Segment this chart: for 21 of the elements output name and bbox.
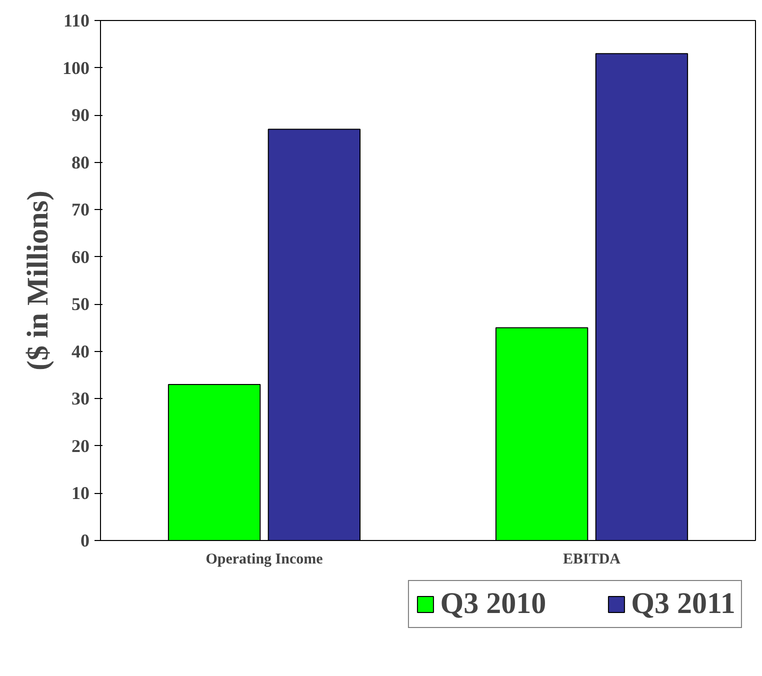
y-tick-label: 40 [72, 341, 90, 362]
y-tick-label: 20 [72, 436, 90, 456]
y-tick-label: 0 [80, 530, 90, 550]
x-tick-label: EBITDA [562, 552, 621, 568]
y-tick-label: 90 [72, 105, 90, 126]
y-axis-title: ($ in Millions) [22, 190, 54, 371]
legend-label: Q3 2010 [440, 587, 546, 621]
bar [495, 327, 588, 540]
bar [595, 53, 688, 540]
y-tick-label: 80 [72, 152, 90, 172]
y-tick-label: 110 [63, 10, 90, 30]
legend-label: Q3 2011 [631, 587, 736, 621]
bar [268, 128, 361, 540]
y-tick-label: 100 [62, 58, 90, 78]
y-tick-label: 70 [72, 200, 90, 220]
y-tick-label: 10 [72, 483, 90, 504]
y-tick-label: 50 [72, 294, 90, 314]
y-tick-label: 60 [72, 246, 90, 267]
x-tick-label: Operating Income [206, 552, 324, 568]
bar [168, 384, 261, 540]
y-tick-label: 30 [72, 388, 90, 409]
